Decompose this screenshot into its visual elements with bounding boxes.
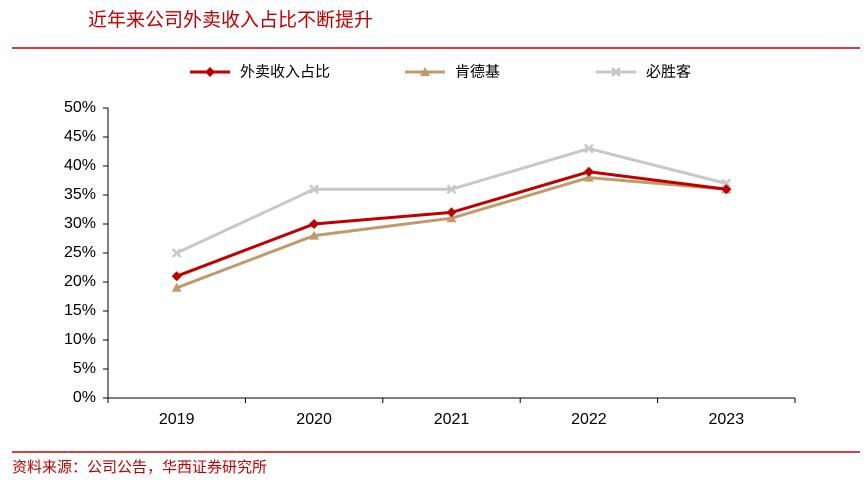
legend-label: 外卖收入占比	[240, 63, 330, 81]
x-tick-label: 2022	[571, 411, 607, 428]
legend-marker	[420, 67, 430, 76]
x-tick-label: 2019	[159, 411, 195, 428]
x-tick-label: 2021	[434, 411, 470, 428]
data-point	[583, 166, 594, 177]
data-point	[171, 271, 182, 282]
data-point	[583, 172, 594, 182]
data-point	[309, 219, 320, 229]
x-tick-label: 2020	[296, 411, 332, 428]
y-tick-label: 40%	[64, 157, 96, 174]
data-point	[309, 230, 320, 240]
legend-marker	[611, 67, 621, 77]
data-point	[584, 143, 594, 154]
y-tick-label: 10%	[64, 331, 96, 348]
legend-marker	[205, 67, 215, 77]
y-tick-label: 25%	[64, 244, 96, 261]
series-line	[176, 147, 727, 255]
data-point	[309, 184, 319, 195]
y-tick-label: 20%	[64, 273, 96, 290]
y-tick-label: 50%	[64, 99, 96, 116]
data-point	[721, 178, 732, 189]
data-point	[171, 282, 182, 292]
chart-title: 近年来公司外卖收入占比不断提升	[88, 9, 373, 31]
y-tick-label: 45%	[64, 128, 96, 145]
series-line	[176, 176, 727, 290]
y-tick-label: 35%	[64, 186, 96, 203]
legend-label: 必胜客	[646, 63, 691, 81]
x-tick-label: 2023	[709, 411, 745, 428]
data-point	[721, 184, 732, 195]
data-point	[171, 248, 182, 258]
data-point	[446, 184, 457, 195]
data-point	[446, 213, 457, 223]
source-note: 资料来源：公司公告，华西证券研究所	[12, 458, 267, 476]
y-tick-label: 5%	[73, 360, 96, 377]
y-tick-label: 0%	[73, 389, 96, 406]
legend-label: 肯德基	[455, 63, 500, 81]
data-point	[446, 207, 457, 218]
y-tick-label: 30%	[64, 215, 96, 232]
y-tick-label: 15%	[64, 302, 96, 319]
